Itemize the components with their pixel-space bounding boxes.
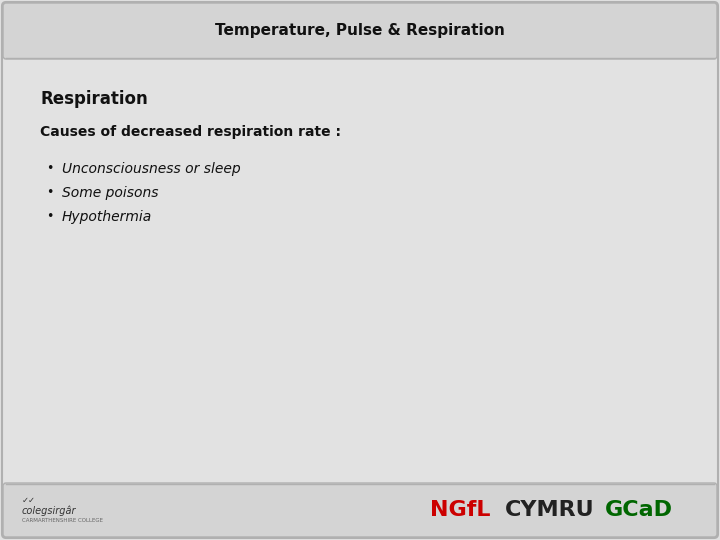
FancyBboxPatch shape xyxy=(3,483,717,537)
Text: ✓✓: ✓✓ xyxy=(22,496,36,504)
Text: •: • xyxy=(46,162,53,175)
Text: NGfL: NGfL xyxy=(430,500,490,520)
Text: GCaD: GCaD xyxy=(605,500,673,520)
Text: Respiration: Respiration xyxy=(40,90,148,108)
Text: Some poisons: Some poisons xyxy=(62,186,158,200)
Text: CARMARTHENSHIRE COLLEGE: CARMARTHENSHIRE COLLEGE xyxy=(22,518,103,523)
Text: Temperature, Pulse & Respiration: Temperature, Pulse & Respiration xyxy=(215,24,505,38)
Text: Unconsciousness or sleep: Unconsciousness or sleep xyxy=(62,162,240,176)
Text: Hypothermia: Hypothermia xyxy=(62,210,152,224)
Text: colegsirgâr: colegsirgâr xyxy=(22,506,76,516)
Text: •: • xyxy=(46,186,53,199)
Text: CYMRU: CYMRU xyxy=(505,500,595,520)
Text: Causes of decreased respiration rate :: Causes of decreased respiration rate : xyxy=(40,125,341,139)
Text: •: • xyxy=(46,210,53,223)
FancyBboxPatch shape xyxy=(3,3,717,59)
